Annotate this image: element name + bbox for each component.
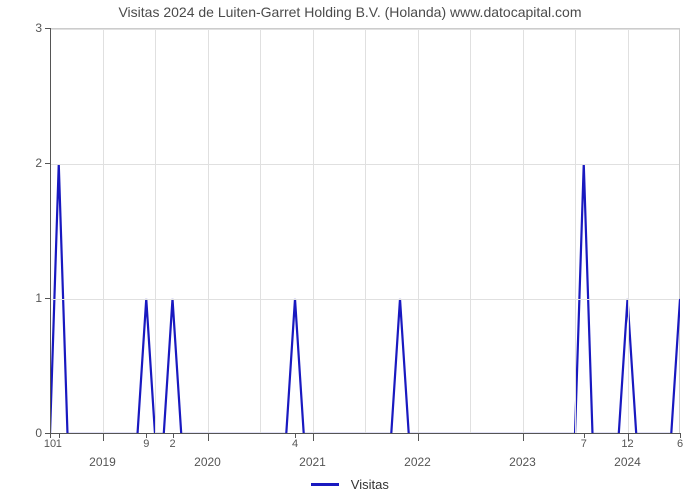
- x-tick-mark: [418, 433, 419, 441]
- x-tick-year: 2019: [89, 455, 116, 469]
- x-tick-mark-minor: [146, 433, 147, 438]
- x-tick-peak: 1: [56, 438, 62, 450]
- legend-swatch: [311, 483, 339, 486]
- x-tick-peak: 4: [292, 438, 298, 450]
- legend: Visitas: [0, 476, 700, 492]
- vgrid-line: [103, 29, 104, 433]
- x-tick-peak: 12: [621, 438, 633, 450]
- x-tick-year: 2023: [509, 455, 536, 469]
- vgrid-line: [260, 29, 261, 433]
- y-tick-label: 1: [0, 291, 42, 305]
- x-tick-year: 2021: [299, 455, 326, 469]
- y-tick-label: 0: [0, 426, 42, 440]
- chart-title: Visitas 2024 de Luiten-Garret Holding B.…: [0, 4, 700, 20]
- x-tick-peak: 2: [169, 438, 175, 450]
- x-tick-mark-minor: [173, 433, 174, 438]
- vgrid-line: [418, 29, 419, 433]
- y-axis: [50, 28, 51, 433]
- x-tick-year: 2024: [614, 455, 641, 469]
- x-tick-year: 2022: [404, 455, 431, 469]
- x-tick-mark-minor: [584, 433, 585, 438]
- x-tick-mark-minor: [295, 433, 296, 438]
- y-tick-label: 3: [0, 21, 42, 35]
- y-tick-mark: [45, 28, 50, 29]
- y-tick-label: 2: [0, 156, 42, 170]
- x-tick-peak: 9: [143, 438, 149, 450]
- x-tick-mark: [523, 433, 524, 441]
- vgrid-line: [628, 29, 629, 433]
- plot-area: [50, 28, 680, 433]
- x-tick-mark: [103, 433, 104, 441]
- x-tick-mark-minor: [50, 433, 51, 438]
- vgrid-line: [575, 29, 576, 433]
- vgrid-line: [155, 29, 156, 433]
- x-tick-peak: 7: [581, 438, 587, 450]
- chart-container: Visitas 2024 de Luiten-Garret Holding B.…: [0, 0, 700, 500]
- y-tick-mark: [45, 298, 50, 299]
- x-tick-year: 2020: [194, 455, 221, 469]
- y-tick-mark: [45, 163, 50, 164]
- vgrid-line: [470, 29, 471, 433]
- x-tick-mark-minor: [628, 433, 629, 438]
- vgrid-line: [365, 29, 366, 433]
- vgrid-line: [313, 29, 314, 433]
- x-tick-peak: 6: [677, 438, 683, 450]
- x-tick-peak: 10: [44, 438, 56, 450]
- vgrid-line: [208, 29, 209, 433]
- x-axis: [50, 433, 680, 434]
- vgrid-line: [523, 29, 524, 433]
- legend-label: Visitas: [351, 477, 389, 492]
- x-tick-mark: [208, 433, 209, 441]
- x-tick-mark-minor: [680, 433, 681, 438]
- x-tick-mark: [313, 433, 314, 441]
- x-tick-mark-minor: [59, 433, 60, 438]
